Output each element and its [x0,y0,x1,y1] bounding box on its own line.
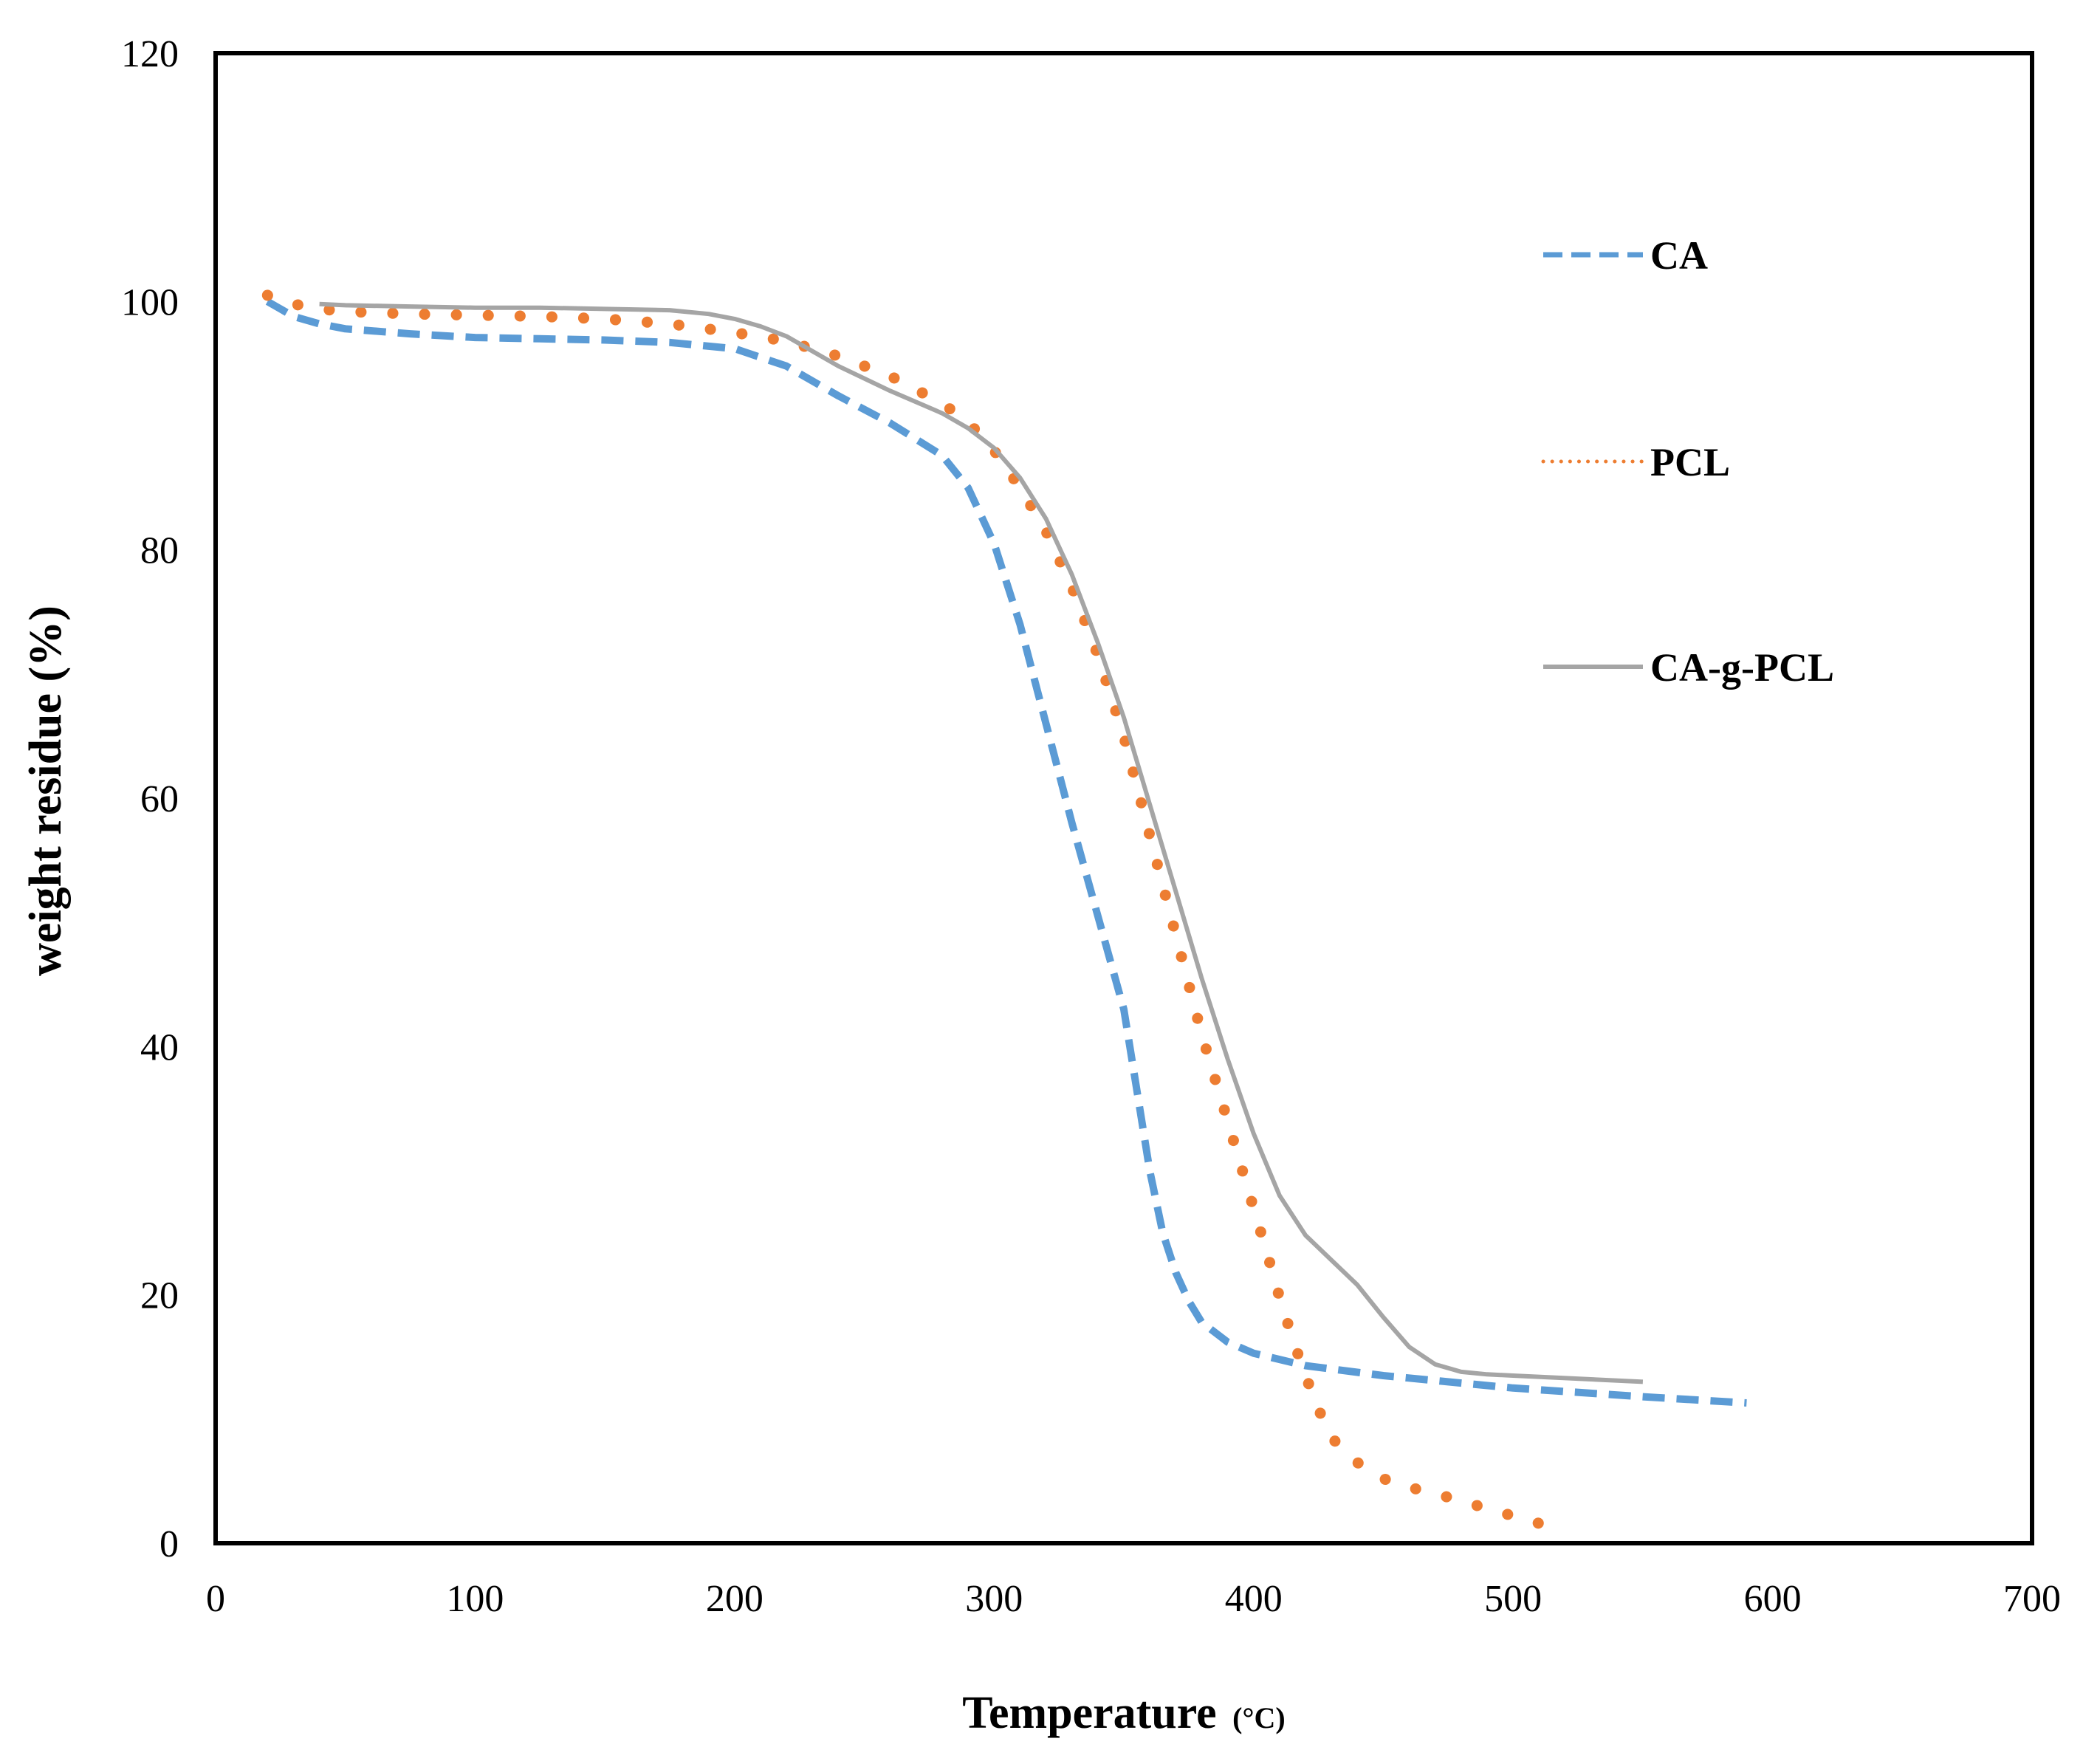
y-tick-label-80: 80 [140,530,179,572]
legend-label-pcl: PCL [1650,440,1730,484]
x-tick-label-400: 400 [1225,1578,1283,1620]
legend: CA PCL CA-g-PCL [1541,233,1834,690]
y-tick-label-60: 60 [140,778,179,820]
x-tick-labels: 0 100 200 300 400 500 600 700 [206,1578,2061,1620]
y-tick-label-100: 100 [121,281,179,323]
x-tick-label-700: 700 [2003,1578,2061,1620]
y-tick-label-120: 120 [121,33,179,75]
series-line-ca [265,298,1747,1407]
x-tick-label-500: 500 [1484,1578,1542,1620]
x-axis-title: Temperature (°C) [962,1688,1285,1738]
series-line-pcl [261,289,1545,1529]
y-tick-label-40: 40 [140,1026,179,1068]
x-axis-label: Temperature [962,1688,1216,1738]
x-tick-label-300: 300 [965,1578,1023,1620]
y-tick-labels: 0 20 40 60 80 100 120 [121,33,179,1565]
plot-frame [213,51,2034,1545]
series-line-ca-g-pcl [319,301,1644,1384]
x-tick-label-600: 600 [1744,1578,1802,1620]
x-tick-label-200: 200 [706,1578,763,1620]
legend-label-ca-g-pcl: CA-g-PCL [1650,645,1834,690]
x-tick-label-100: 100 [446,1578,504,1620]
x-axis-unit: (°C) [1232,1701,1286,1734]
y-tick-label-20: 20 [140,1275,179,1317]
legend-label-ca: CA [1650,233,1708,278]
y-tick-label-0: 0 [159,1523,179,1565]
series-layer [261,289,1747,1529]
x-tick-label-0: 0 [206,1578,225,1620]
y-axis-title: weight residue (%) [21,605,71,976]
